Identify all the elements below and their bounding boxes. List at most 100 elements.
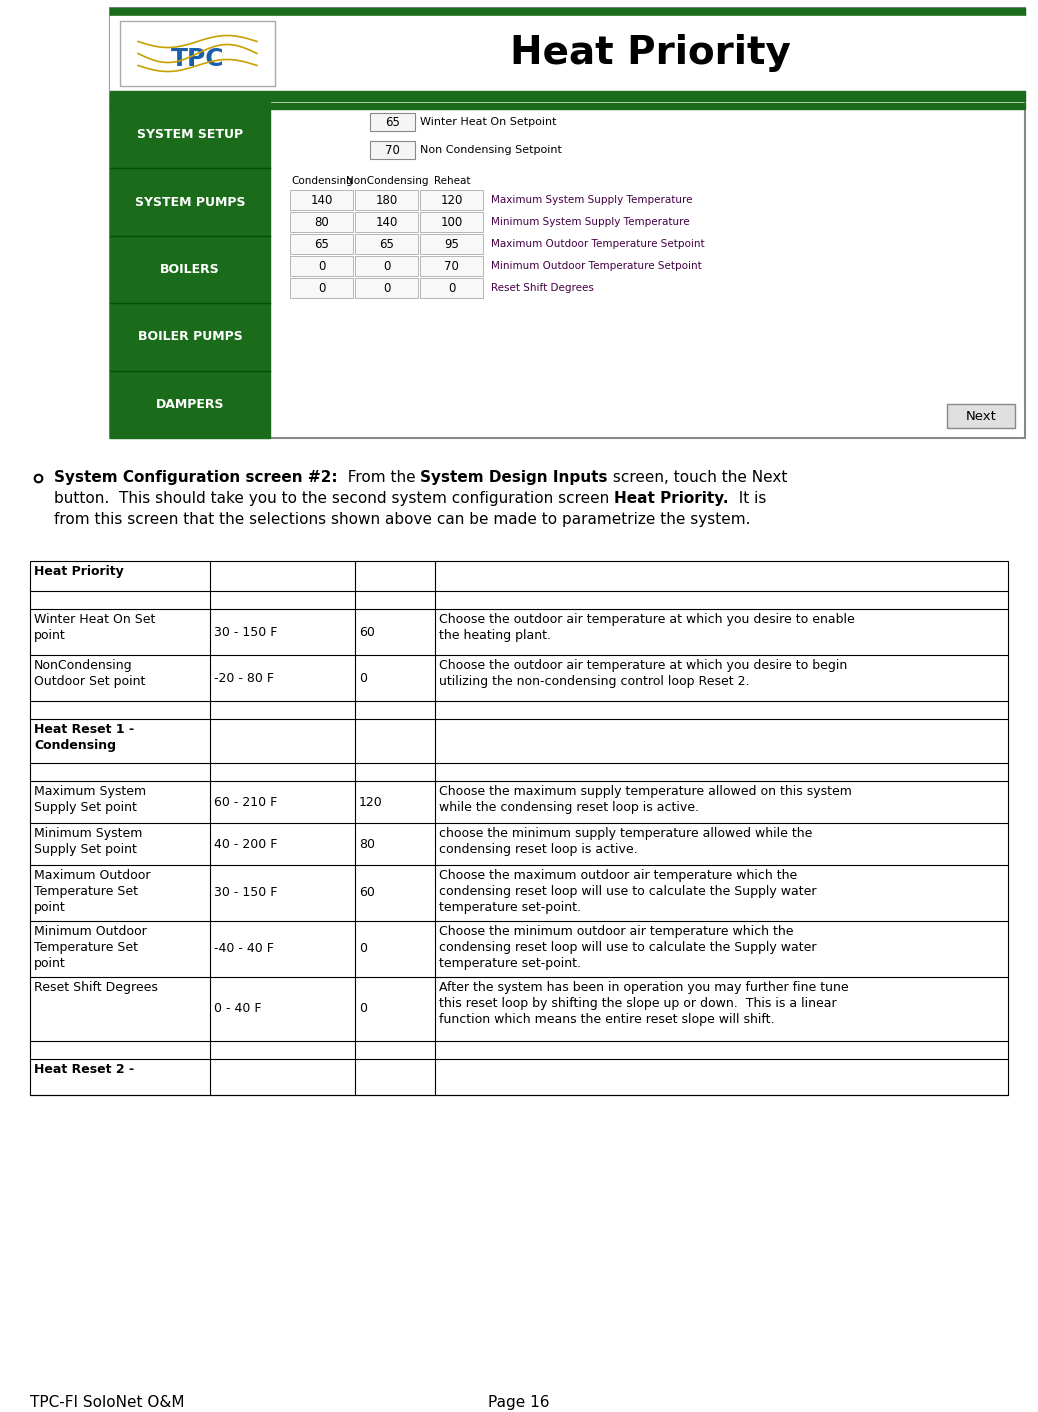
Text: Minimum System Supply Temperature: Minimum System Supply Temperature: [491, 217, 689, 227]
Bar: [110, 8, 1025, 16]
Text: 60 - 210 F: 60 - 210 F: [214, 795, 277, 809]
Bar: [947, 404, 1015, 428]
Text: 0 - 40 F: 0 - 40 F: [214, 1003, 262, 1015]
Bar: [290, 278, 353, 298]
Text: 0: 0: [359, 672, 367, 685]
Text: 80: 80: [315, 216, 329, 229]
Text: Heat Priority.: Heat Priority.: [614, 491, 729, 505]
Text: 140: 140: [310, 193, 333, 206]
Text: 140: 140: [376, 216, 398, 229]
Text: Heat Reset 2 -: Heat Reset 2 -: [34, 1063, 134, 1076]
Text: 120: 120: [440, 193, 463, 206]
Text: Winter Heat On Set
point: Winter Heat On Set point: [34, 613, 156, 642]
Bar: [420, 212, 483, 232]
Text: 0: 0: [318, 260, 325, 273]
Bar: [30, 561, 1008, 1094]
Text: Next: Next: [965, 409, 996, 422]
Bar: [290, 234, 353, 254]
Text: From the: From the: [337, 470, 420, 484]
Text: choose the minimum supply temperature allowed while the
condensing reset loop is: choose the minimum supply temperature al…: [439, 827, 813, 856]
Text: 100: 100: [440, 216, 463, 229]
Bar: [355, 191, 418, 210]
Text: Choose the maximum outdoor air temperature which the
condensing reset loop will : Choose the maximum outdoor air temperatu…: [439, 868, 817, 914]
Bar: [370, 113, 415, 131]
Text: 95: 95: [444, 237, 459, 250]
Text: System Configuration screen #2:: System Configuration screen #2:: [54, 470, 337, 484]
Text: 0: 0: [318, 281, 325, 295]
Text: 80: 80: [359, 837, 375, 850]
Text: Choose the outdoor air temperature at which you desire to begin
utilizing the no: Choose the outdoor air temperature at wh…: [439, 659, 847, 688]
Text: Page 16: Page 16: [488, 1395, 550, 1411]
Text: After the system has been in operation you may further fine tune
this reset loop: After the system has been in operation y…: [439, 981, 849, 1027]
Text: Choose the outdoor air temperature at which you desire to enable
the heating pla: Choose the outdoor air temperature at wh…: [439, 613, 854, 642]
Text: button.  This should take you to the second system configuration screen: button. This should take you to the seco…: [54, 491, 614, 505]
Bar: [110, 90, 1025, 102]
Text: Condensing: Condensing: [292, 176, 353, 186]
Text: Minimum Outdoor
Temperature Set
point: Minimum Outdoor Temperature Set point: [34, 925, 146, 970]
Text: 65: 65: [379, 237, 394, 250]
Text: Choose the minimum outdoor air temperature which the
condensing reset loop will : Choose the minimum outdoor air temperatu…: [439, 925, 817, 970]
Text: Heat Priority: Heat Priority: [510, 34, 791, 72]
Text: Reheat: Reheat: [434, 176, 471, 186]
Bar: [290, 256, 353, 275]
Text: 0: 0: [359, 1003, 367, 1015]
Text: Maximum System
Supply Set point: Maximum System Supply Set point: [34, 785, 146, 813]
Bar: [420, 191, 483, 210]
Text: Reset Shift Degrees: Reset Shift Degrees: [34, 981, 158, 994]
Text: DAMPERS: DAMPERS: [156, 398, 224, 411]
Text: 40 - 200 F: 40 - 200 F: [214, 837, 277, 850]
Text: TPC: TPC: [170, 47, 224, 71]
Text: Non Condensing Setpoint: Non Condensing Setpoint: [420, 145, 562, 155]
Text: -40 - 40 F: -40 - 40 F: [214, 942, 274, 956]
Bar: [355, 256, 418, 275]
Text: NonCondensing: NonCondensing: [347, 176, 429, 186]
Text: Minimum Outdoor Temperature Setpoint: Minimum Outdoor Temperature Setpoint: [491, 261, 702, 271]
Text: TPC-FI SoloNet O&M: TPC-FI SoloNet O&M: [30, 1395, 185, 1411]
Bar: [110, 8, 1025, 438]
Text: -20 - 80 F: -20 - 80 F: [214, 672, 274, 685]
Text: 30 - 150 F: 30 - 150 F: [214, 626, 277, 638]
Bar: [420, 234, 483, 254]
Text: Heat Reset 1 -
Condensing: Heat Reset 1 - Condensing: [34, 723, 134, 753]
Text: Choose the maximum supply temperature allowed on this system
while the condensin: Choose the maximum supply temperature al…: [439, 785, 852, 813]
Bar: [110, 102, 270, 438]
Bar: [355, 278, 418, 298]
Bar: [110, 16, 1025, 90]
Text: 0: 0: [383, 281, 390, 295]
Text: from this screen that the selections shown above can be made to parametrize the : from this screen that the selections sho…: [54, 513, 750, 527]
Text: 180: 180: [376, 193, 398, 206]
Bar: [110, 103, 1025, 109]
Text: SYSTEM PUMPS: SYSTEM PUMPS: [135, 196, 245, 209]
Bar: [420, 256, 483, 275]
Text: 60: 60: [359, 887, 375, 899]
Text: BOILER PUMPS: BOILER PUMPS: [138, 330, 243, 343]
Text: 70: 70: [385, 144, 400, 157]
Text: screen, touch the Next: screen, touch the Next: [607, 470, 787, 484]
Text: 30 - 150 F: 30 - 150 F: [214, 887, 277, 899]
Text: Maximum Outdoor Temperature Setpoint: Maximum Outdoor Temperature Setpoint: [491, 239, 705, 249]
Text: NonCondensing
Outdoor Set point: NonCondensing Outdoor Set point: [34, 659, 145, 688]
Text: 65: 65: [315, 237, 329, 250]
Text: Heat Priority: Heat Priority: [34, 565, 124, 578]
Text: 70: 70: [444, 260, 459, 273]
Text: Winter Heat On Setpoint: Winter Heat On Setpoint: [420, 117, 556, 127]
Text: Reset Shift Degrees: Reset Shift Degrees: [491, 282, 594, 294]
Bar: [355, 212, 418, 232]
Text: System Design Inputs: System Design Inputs: [420, 470, 607, 484]
Text: 0: 0: [383, 260, 390, 273]
Text: 0: 0: [447, 281, 456, 295]
Text: Maximum Outdoor
Temperature Set
point: Maximum Outdoor Temperature Set point: [34, 868, 151, 914]
Bar: [290, 191, 353, 210]
Text: 65: 65: [385, 116, 400, 128]
Text: It is: It is: [729, 491, 766, 505]
Bar: [290, 212, 353, 232]
Text: Maximum System Supply Temperature: Maximum System Supply Temperature: [491, 195, 692, 205]
Text: 120: 120: [359, 795, 383, 809]
Text: Minimum System
Supply Set point: Minimum System Supply Set point: [34, 827, 142, 856]
Bar: [370, 141, 415, 160]
Bar: [420, 278, 483, 298]
Text: 60: 60: [359, 626, 375, 638]
Bar: [120, 21, 275, 86]
Bar: [355, 234, 418, 254]
Text: 0: 0: [359, 942, 367, 956]
